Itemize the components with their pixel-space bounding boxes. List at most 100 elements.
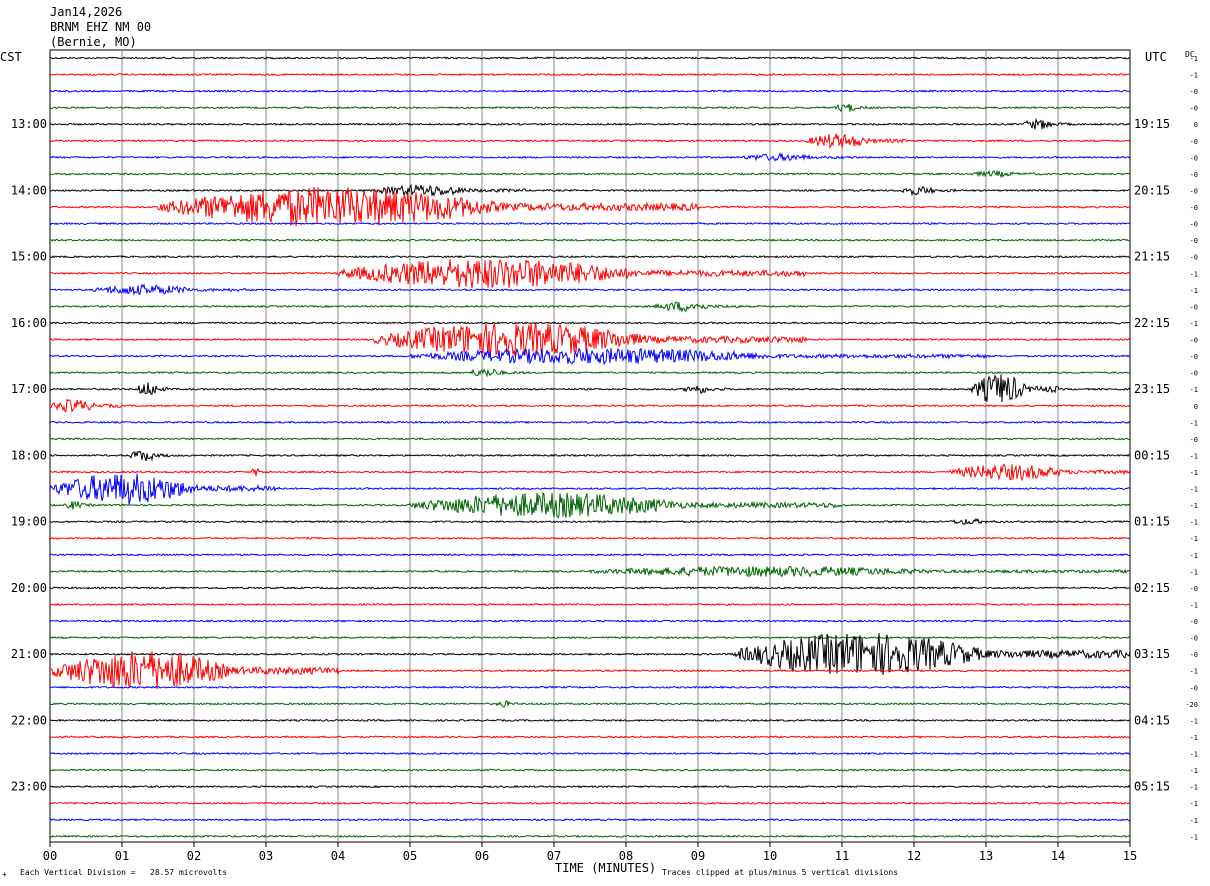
dc-offset-value: -1 [1190,320,1198,328]
dc-offset-value: -1 [1190,287,1198,295]
seismic-trace [49,700,1131,708]
right-hour-label: 00:15 [1134,448,1170,462]
dc-offset-value: -1 [1190,767,1198,775]
seismic-trace [49,450,1131,462]
seismic-trace [49,651,1131,690]
dc-offset-value: -0 [1190,337,1198,345]
seismic-trace [49,553,1131,557]
x-tick-label: 03 [259,849,273,863]
x-tick-label: 11 [835,849,849,863]
seismic-trace [49,735,1131,739]
left-hour-label: 15:00 [11,250,47,264]
seismic-trace [49,183,1131,197]
right-hour-label: 21:15 [1134,250,1170,264]
x-tick-label: 07 [547,849,561,863]
seismic-trace [49,72,1131,77]
dc-offset-value: -1 [1190,72,1198,80]
dc-offset-value: -20 [1185,701,1198,709]
seismic-trace [49,834,1131,838]
right-hour-label: 22:15 [1134,316,1170,330]
dc-offset-value: 0 [1194,121,1198,129]
dc-offset-value: -1 [1190,601,1198,609]
left-hour-label: 14:00 [11,183,47,197]
x-tick-label: 01 [115,849,129,863]
x-tick-label: 12 [907,849,921,863]
right-timezone-label: UTC [1145,50,1167,64]
dc-offset-value: -0 [1190,154,1198,162]
seismic-trace [49,751,1131,756]
x-tick-label: 00 [43,849,57,863]
dc-offset-value: -0 [1190,684,1198,692]
right-hour-label: 02:15 [1134,581,1170,595]
seismic-trace [49,635,1131,640]
dc-offset-value: -0 [1190,187,1198,195]
station-code: BRNM EHZ NM 00 [50,20,152,34]
dc-offset-value: -1 [1190,386,1198,394]
clip-note: Traces clipped at plus/minus 5 vertical … [662,868,899,877]
dc-offset-value: -1 [1190,519,1198,527]
dc-offset-value: -1 [1190,452,1198,460]
dc-offset-value: -0 [1190,635,1198,643]
right-hour-label: 04:15 [1134,713,1170,727]
left-hour-label: 17:00 [11,382,47,396]
dc-offset-value: -1 [1190,751,1198,759]
seismic-trace [49,491,1131,519]
station-location: (Bernie, MO) [50,35,137,49]
left-hour-label: 23:00 [11,780,47,794]
seismic-trace [49,398,1131,413]
dc-offset-value: -0 [1190,138,1198,146]
x-tick-label: 09 [691,849,705,863]
seismic-trace [49,437,1131,441]
footer-mark: + [2,870,7,879]
left-hour-label: 19:00 [11,515,47,529]
seismic-trace [49,301,1131,313]
right-hour-label: 19:15 [1134,117,1170,131]
seismic-trace [49,89,1131,93]
x-tick-label: 10 [763,849,777,863]
left-hour-label: 16:00 [11,316,47,330]
dc-offset-value: -1 [1190,486,1198,494]
seismic-trace [49,133,1131,150]
dc-offset-value: -1 [1190,55,1198,63]
dc-offset-value: -1 [1190,817,1198,825]
x-tick-label: 02 [187,849,201,863]
seismic-trace [49,117,1131,130]
dc-offset-value: -1 [1190,469,1198,477]
left-hour-label: 22:00 [11,713,47,727]
seismic-trace [49,255,1131,259]
dc-offset-value: -1 [1190,502,1198,510]
x-tick-label: 14 [1051,849,1065,863]
seismic-trace [49,103,1131,113]
seismic-trace [49,818,1131,822]
left-timezone-label: CST [0,50,22,64]
dc-offset-value: -0 [1190,353,1198,361]
vertical-scale-note: Each Vertical Division = 28.57 microvolt… [20,868,228,877]
right-hour-label: 23:15 [1134,382,1170,396]
seismic-trace [49,602,1131,607]
seismic-trace [49,323,1131,357]
seismic-trace [49,152,1131,163]
seismic-trace [49,420,1131,425]
seismic-trace [49,768,1131,772]
seismic-trace [49,785,1131,789]
plot-frame [49,49,1131,843]
seismic-trace [49,718,1131,723]
seismic-trace [49,463,1131,482]
dc-offset-value: -0 [1190,171,1198,179]
dc-offset-value: -1 [1190,833,1198,841]
left-hour-label: 13:00 [11,117,47,131]
dc-offset-value: -0 [1190,370,1198,378]
dc-offset-value: -1 [1190,784,1198,792]
dc-offset-value: -1 [1190,419,1198,427]
x-tick-label: 04 [331,849,345,863]
right-hour-label: 01:15 [1134,515,1170,529]
x-tick-label: 06 [475,849,489,863]
dc-offset-value: -0 [1190,204,1198,212]
dc-offset-value: -0 [1190,303,1198,311]
seismic-trace [49,586,1131,590]
x-tick-label: 05 [403,849,417,863]
x-tick-label: 15 [1123,849,1137,863]
dc-offset-label: DC [1185,50,1195,59]
right-hour-label: 20:15 [1134,183,1170,197]
